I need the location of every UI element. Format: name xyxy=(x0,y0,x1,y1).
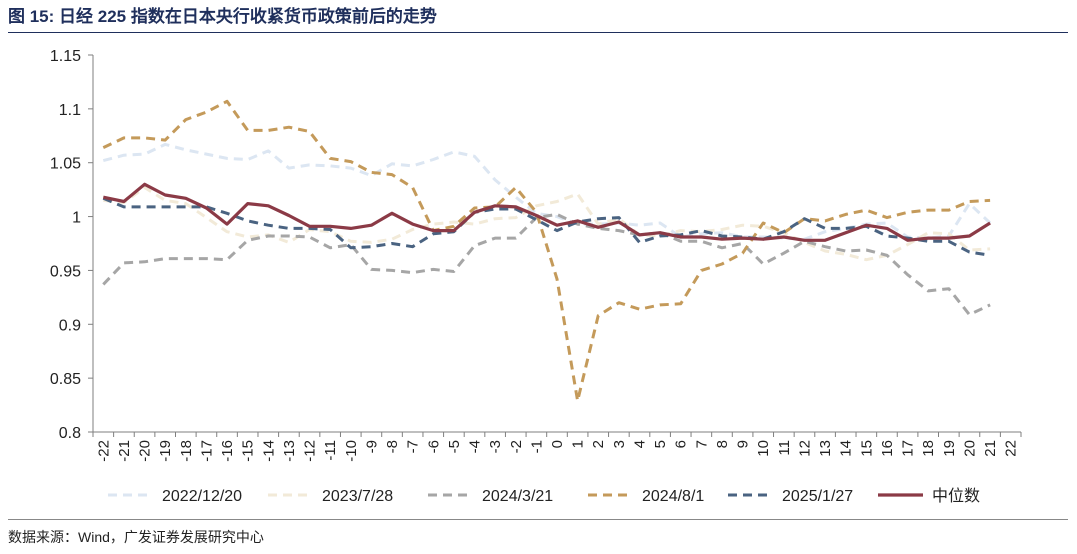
x-tick-label: 10 xyxy=(755,440,772,457)
x-tick-label: -22 xyxy=(95,440,112,462)
x-tick-label: -15 xyxy=(240,440,257,462)
x-tick-label: -2 xyxy=(508,440,525,453)
series-line-1 xyxy=(103,186,991,262)
x-tick-label: -3 xyxy=(487,440,504,453)
y-tick-label: 0.95 xyxy=(50,263,81,280)
x-tick-label: 15 xyxy=(858,440,875,457)
x-tick-label: 16 xyxy=(879,440,896,457)
x-tick-label: 13 xyxy=(817,440,834,457)
legend-label-1: 2023/7/28 xyxy=(322,488,393,505)
x-tick-label: 18 xyxy=(920,440,937,457)
x-tick-label: 21 xyxy=(982,440,999,457)
x-tick-label: 12 xyxy=(796,440,813,457)
source-divider xyxy=(8,519,1068,520)
x-tick-label: 4 xyxy=(631,440,648,448)
legend-label-4: 2025/1/27 xyxy=(782,488,853,505)
legend-label-3: 2024/8/1 xyxy=(642,488,704,505)
x-tick-label: -9 xyxy=(363,440,380,453)
x-tick-label: 7 xyxy=(693,440,710,448)
x-tick-label: -4 xyxy=(467,440,484,453)
x-tick-label: 5 xyxy=(652,440,669,448)
legend-label-2: 2024/3/21 xyxy=(482,488,553,505)
x-tick-label: 22 xyxy=(1003,440,1020,457)
x-tick-label: 2 xyxy=(590,440,607,448)
y-tick-label: 0.85 xyxy=(50,371,81,388)
series-line-3 xyxy=(102,99,991,403)
series-line-5 xyxy=(102,182,991,242)
x-tick-label: 14 xyxy=(838,440,855,457)
chart-legend: 2022/12/20 2023/7/28 2024/3/21 2024/8/1 2025… xyxy=(108,487,980,505)
x-tick-label: -18 xyxy=(178,440,195,462)
x-tick-label: 3 xyxy=(611,440,628,448)
x-tick-label: 19 xyxy=(941,440,958,457)
x-tick-label: 17 xyxy=(900,440,917,457)
x-tick-label: -14 xyxy=(260,440,277,462)
x-tick-label: 11 xyxy=(776,440,793,456)
x-tick-label: -7 xyxy=(405,440,422,453)
x-tick-label: -6 xyxy=(425,440,442,453)
y-tick-label: 0.9 xyxy=(59,317,81,334)
title-divider xyxy=(8,32,1068,33)
x-tick-label: -10 xyxy=(343,440,360,462)
x-tick-label: -21 xyxy=(116,440,133,462)
source-note: 数据来源：Wind，广发证券发展研究中心 xyxy=(8,529,264,545)
x-tick-label: 1 xyxy=(570,440,587,448)
x-tick-label: 20 xyxy=(961,440,978,457)
x-tick-label: -19 xyxy=(157,440,174,462)
x-tick-label: -12 xyxy=(302,440,319,462)
y-tick-label: 1 xyxy=(72,210,81,227)
x-tick-label: -16 xyxy=(219,440,236,462)
x-tick-label: -8 xyxy=(384,440,401,453)
x-tick-label: -20 xyxy=(137,440,154,462)
series-line-2 xyxy=(102,212,991,317)
x-tick-label: -5 xyxy=(446,440,463,453)
legend-label-0: 2022/12/20 xyxy=(162,488,242,505)
x-tick-label: -1 xyxy=(528,440,545,453)
x-tick-label: 9 xyxy=(735,440,752,448)
y-tick-label: 1.1 xyxy=(59,102,81,119)
chart-title: 图 15: 日经 225 指数在日本央行收紧货币政策前后的走势 xyxy=(8,7,437,26)
legend-label-5: 中位数 xyxy=(932,487,980,505)
x-tick-label: 0 xyxy=(549,440,566,448)
series-line-4 xyxy=(102,196,991,257)
y-tick-label: 1.05 xyxy=(50,156,81,173)
y-tick-label: 1.15 xyxy=(50,48,81,65)
x-tick-label: -17 xyxy=(198,440,215,462)
y-tick-label: 0.8 xyxy=(59,425,81,442)
x-tick-label: 6 xyxy=(673,440,690,448)
x-tick-label: 8 xyxy=(714,440,731,448)
plot-lines xyxy=(102,99,992,403)
x-tick-label: -11 xyxy=(322,440,339,461)
x-tick-label: -13 xyxy=(281,440,298,462)
